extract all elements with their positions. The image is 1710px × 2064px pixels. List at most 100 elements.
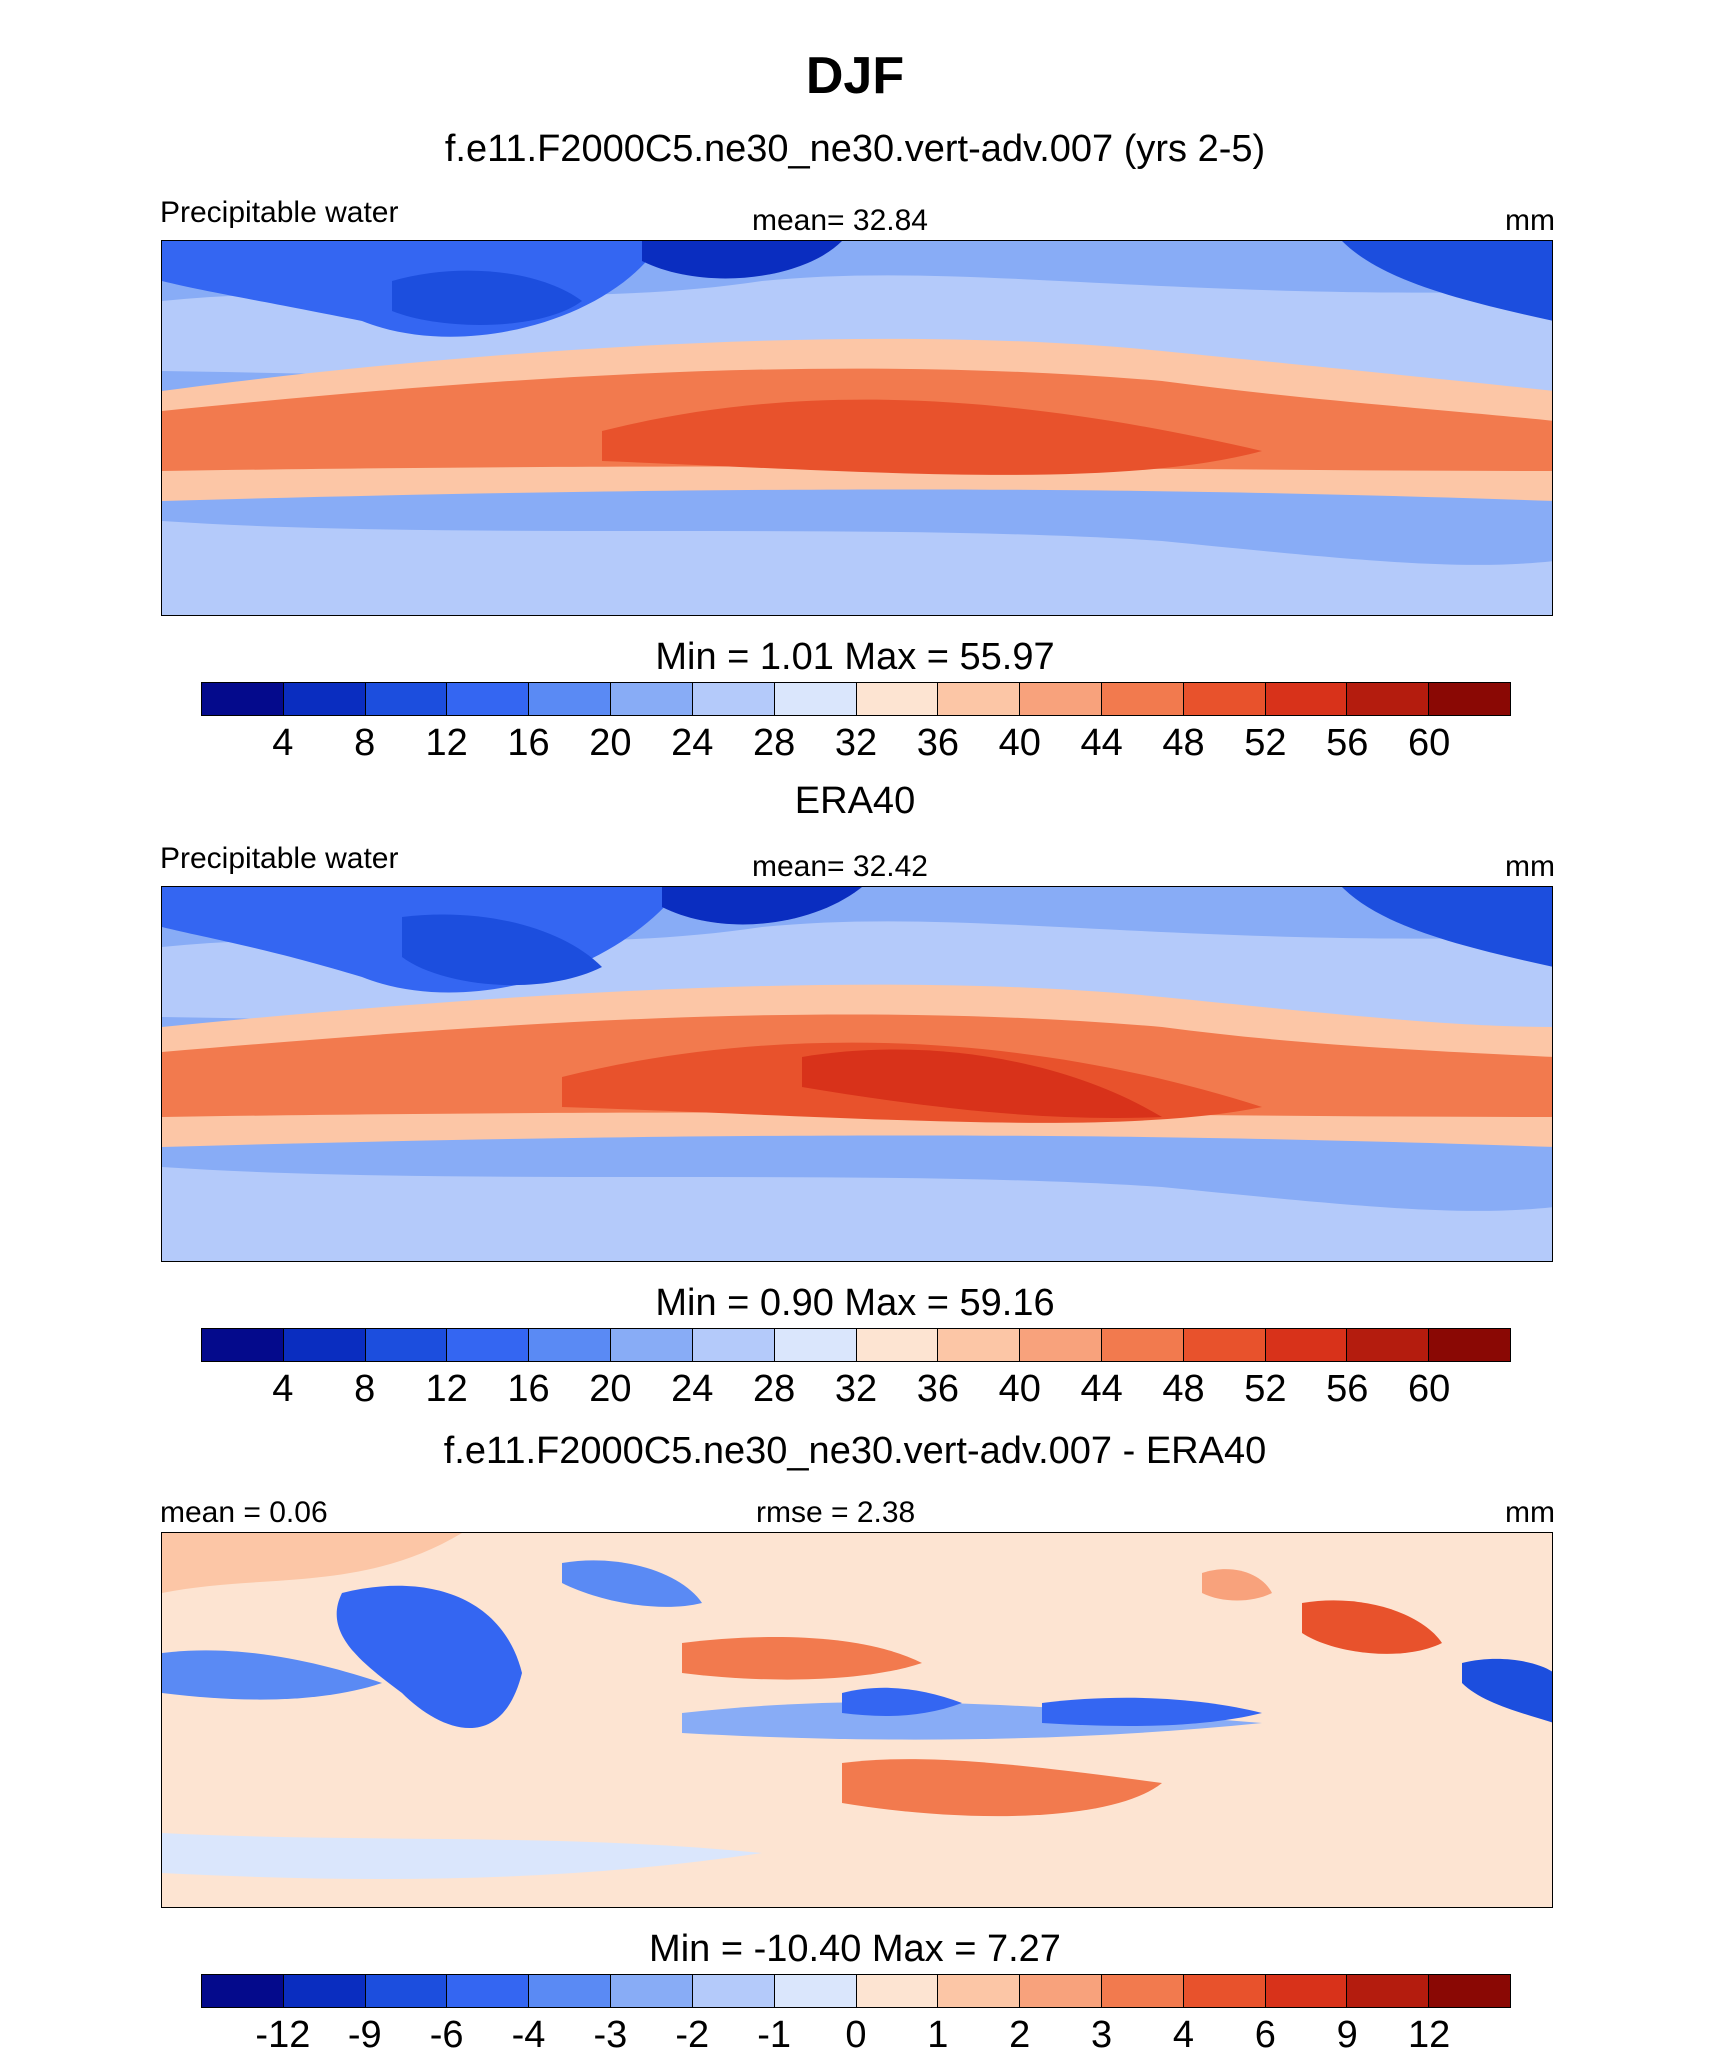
colorbar-swatch xyxy=(1183,1975,1266,2007)
colorbar-swatch xyxy=(938,1975,1021,2007)
colorbar-swatch xyxy=(692,1975,775,2007)
colorbar-tick-label: 4 xyxy=(272,1368,294,1410)
colorbar-swatch xyxy=(611,1975,693,2007)
colorbar-tick-label: 12 xyxy=(425,1368,468,1410)
colorbar-swatch xyxy=(1020,683,1102,715)
colorbar-tick-label: 8 xyxy=(354,1368,376,1410)
colorbar-swatch xyxy=(1101,1329,1184,1361)
colorbar-tick-label: 8 xyxy=(354,722,376,764)
panel-1-colorbar xyxy=(201,682,1511,716)
colorbar-swatch xyxy=(1183,683,1266,715)
colorbar-tick-label: -6 xyxy=(429,2014,464,2056)
colorbar-tick-label: 12 xyxy=(1407,2014,1451,2056)
colorbar-tick-label: 56 xyxy=(1326,1368,1369,1410)
colorbar-tick-label: 60 xyxy=(1407,1368,1451,1410)
panel-1-subtitle: f.e11.F2000C5.ne30_ne30.vert-adv.007 (yr… xyxy=(444,128,1266,170)
colorbar-tick-label: -1 xyxy=(757,2014,792,2056)
colorbar-swatch xyxy=(1347,1329,1430,1361)
panel-1-contour-map xyxy=(162,241,1552,615)
colorbar-swatch xyxy=(1183,1329,1266,1361)
page-title: DJF xyxy=(805,47,905,105)
colorbar-swatch xyxy=(447,683,530,715)
colorbar-tick-label: 36 xyxy=(916,722,960,764)
colorbar-tick-label: 20 xyxy=(589,1368,632,1410)
panel-3-colorbar-ticks: -12 -9 -6 -4 -3 -2 -1 0 1 2 3 4 6 9 12 xyxy=(201,2014,1511,2058)
colorbar-tick-label: 16 xyxy=(507,1368,550,1410)
colorbar-tick-label: 4 xyxy=(1172,2014,1195,2056)
colorbar-tick-label: -9 xyxy=(347,2014,382,2056)
colorbar-tick-label: 24 xyxy=(671,722,714,764)
colorbar-swatch xyxy=(447,1975,530,2007)
colorbar-tick-label: -12 xyxy=(255,2014,311,2056)
panel-3-map xyxy=(161,1532,1553,1908)
panel-2-contour-map xyxy=(162,887,1552,1261)
panel-1-colorbar-ticks: 4 8 12 16 20 24 28 32 36 40 44 48 52 56 60 xyxy=(201,722,1511,766)
panel-3-units-label: mm xyxy=(1505,1496,1555,1529)
colorbar-tick-label: 56 xyxy=(1326,722,1369,764)
colorbar-swatch xyxy=(692,683,775,715)
colorbar-swatch xyxy=(1265,1975,1348,2007)
panel-3-min-max: Min = -10.40 Max = 7.27 xyxy=(649,1928,1061,1970)
panel-3-mean-label: mean = 0.06 xyxy=(160,1496,328,1529)
panel-1-min-max: Min = 1.01 Max = 55.97 xyxy=(655,636,1055,678)
colorbar-tick-label: 12 xyxy=(425,722,468,764)
panel-3-rmse-label: rmse = 2.38 xyxy=(756,1496,916,1529)
colorbar-tick-label: -2 xyxy=(675,2014,710,2056)
colorbar-swatch xyxy=(283,1329,366,1361)
colorbar-tick-label: 32 xyxy=(834,1368,878,1410)
panel-1-variable-label: Precipitable water xyxy=(160,196,399,229)
colorbar-swatch xyxy=(283,683,366,715)
colorbar-swatch xyxy=(365,1329,448,1361)
colorbar-swatch xyxy=(1101,1975,1184,2007)
colorbar-tick-label: 9 xyxy=(1336,2014,1358,2056)
colorbar-swatch xyxy=(1347,683,1430,715)
panel-3-contour-map xyxy=(162,1533,1552,1907)
colorbar-swatch xyxy=(1429,1975,1510,2007)
panel-2-colorbar-ticks: 4 8 12 16 20 24 28 32 36 40 44 48 52 56 60 xyxy=(201,1368,1511,1412)
colorbar-swatch xyxy=(938,683,1021,715)
panel-3-colorbar xyxy=(201,1974,1511,2008)
colorbar-tick-label: 36 xyxy=(916,1368,960,1410)
colorbar-swatch xyxy=(529,1975,612,2007)
colorbar-swatch xyxy=(529,683,612,715)
panel-2-map xyxy=(161,886,1553,1262)
colorbar-tick-label: 60 xyxy=(1407,722,1451,764)
colorbar-tick-label: 52 xyxy=(1244,1368,1287,1410)
colorbar-swatch xyxy=(774,1975,857,2007)
colorbar-tick-label: 48 xyxy=(1162,1368,1205,1410)
colorbar-swatch xyxy=(365,683,448,715)
colorbar-tick-label: 4 xyxy=(272,722,294,764)
colorbar-tick-label: 3 xyxy=(1091,2014,1113,2056)
colorbar-tick-label: -4 xyxy=(511,2014,546,2056)
panel-2-colorbar xyxy=(201,1328,1511,1362)
colorbar-swatch xyxy=(692,1329,775,1361)
colorbar-swatch xyxy=(1101,683,1184,715)
colorbar-swatch xyxy=(202,1975,284,2007)
panel-2-min-max: Min = 0.90 Max = 59.16 xyxy=(655,1282,1055,1324)
colorbar-swatch xyxy=(938,1329,1021,1361)
colorbar-swatch xyxy=(1265,683,1348,715)
colorbar-tick-label: 44 xyxy=(1080,1368,1123,1410)
panel-2-units-label: mm xyxy=(1505,850,1555,883)
colorbar-tick-label: 52 xyxy=(1244,722,1287,764)
colorbar-tick-label: 28 xyxy=(752,722,796,764)
colorbar-swatch xyxy=(1429,1329,1510,1361)
colorbar-tick-label: 44 xyxy=(1080,722,1123,764)
colorbar-swatch xyxy=(529,1329,612,1361)
colorbar-swatch xyxy=(856,1975,939,2007)
colorbar-tick-label: -3 xyxy=(593,2014,628,2056)
colorbar-swatch xyxy=(856,1329,939,1361)
colorbar-tick-label: 16 xyxy=(507,722,550,764)
colorbar-swatch xyxy=(202,1329,284,1361)
colorbar-tick-label: 28 xyxy=(752,1368,796,1410)
colorbar-swatch xyxy=(283,1975,366,2007)
colorbar-tick-label: 0 xyxy=(845,2014,867,2056)
panel-2-subtitle: ERA40 xyxy=(794,780,916,822)
colorbar-tick-label: 40 xyxy=(998,722,1041,764)
panel-3-subtitle: f.e11.F2000C5.ne30_ne30.vert-adv.007 - E… xyxy=(443,1430,1267,1472)
panel-1-map xyxy=(161,240,1553,616)
colorbar-swatch xyxy=(1020,1975,1102,2007)
colorbar-swatch xyxy=(1347,1975,1430,2007)
colorbar-tick-label: 6 xyxy=(1254,2014,1276,2056)
panel-2-variable-label: Precipitable water xyxy=(160,842,399,875)
